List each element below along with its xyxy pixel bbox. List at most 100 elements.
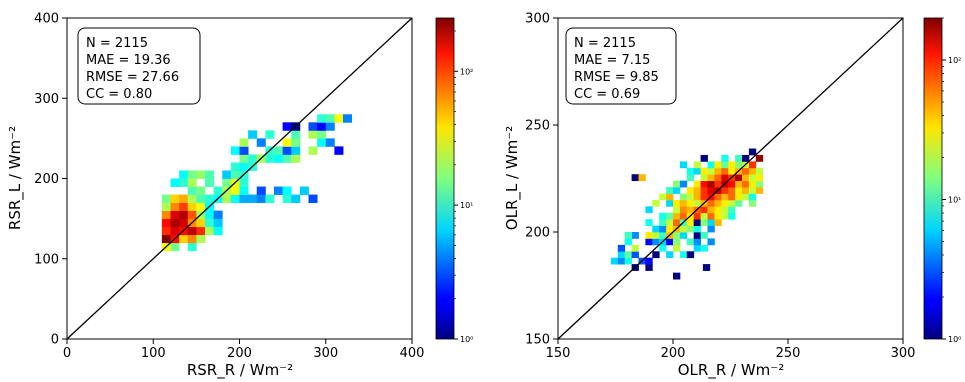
- rsr-cell: [282, 194, 292, 203]
- olr-colorbar-ticks: 10⁰ 10¹ 10²: [942, 17, 961, 344]
- rsr-cell: [239, 186, 249, 195]
- rsr-cell: [317, 122, 327, 131]
- olr-cell: [631, 174, 639, 182]
- rsr-cell: [265, 154, 275, 163]
- olr-cell: [693, 161, 701, 169]
- rsr-cell: [187, 210, 197, 220]
- rsr-stat-mae: MAE = 19.36: [86, 53, 171, 68]
- rsr-y-tick-label: 400: [34, 12, 59, 27]
- rsr-cell: [291, 130, 301, 139]
- rsr-identity-line: [66, 17, 413, 340]
- olr-y-tick-label: 150: [525, 333, 550, 348]
- olr-cell: [645, 232, 653, 239]
- olr-cell: [631, 232, 639, 239]
- olr-colorbar-tick-label: 10⁰: [948, 335, 961, 344]
- olr-cell: [673, 232, 681, 239]
- rsr-cell: [170, 178, 180, 187]
- olr-cell: [748, 180, 757, 188]
- rsr-cells: [161, 114, 353, 252]
- rsr-cell: [213, 218, 223, 228]
- olr-cell: [645, 219, 653, 226]
- olr-cell: [645, 238, 653, 246]
- rsr-x-tick-label: 400: [400, 346, 425, 361]
- rsr-cell: [213, 210, 223, 220]
- rsr-cell: [274, 186, 284, 195]
- rsr-x-ticks: 0 100 200 300 400: [63, 339, 425, 361]
- olr-cell: [686, 167, 695, 175]
- rsr-cell: [213, 226, 223, 236]
- rsr-cell: [205, 218, 215, 228]
- olr-cell: [693, 187, 701, 194]
- olr-y-axis-label: OLR_L / Wm⁻²: [503, 126, 522, 230]
- rsr-cell: [291, 194, 301, 203]
- rsr-cell: [179, 178, 189, 187]
- olr-cell: [686, 238, 695, 246]
- olr-cell: [686, 251, 695, 259]
- olr-cell: [707, 161, 715, 169]
- rsr-stat-rmse: RMSE = 27.66: [86, 70, 179, 85]
- olr-cell: [693, 193, 701, 201]
- olr-cell: [624, 251, 632, 259]
- rsr-cell: [170, 226, 180, 236]
- rsr-cell: [213, 186, 223, 195]
- olr-cell: [693, 238, 701, 246]
- olr-cell: [714, 161, 722, 169]
- olr-cell: [707, 174, 715, 182]
- rsr-x-tick-label: 200: [227, 346, 252, 361]
- rsr-y-ticks: 0 100 200 300 400: [34, 12, 67, 348]
- olr-cell: [645, 257, 653, 265]
- rsr-cell: [317, 114, 327, 123]
- olr-x-tick-label: 300: [891, 346, 916, 361]
- olr-cell: [659, 193, 667, 201]
- olr-cell: [707, 167, 715, 175]
- rsr-cell: [230, 146, 240, 155]
- olr-cell: [666, 238, 674, 246]
- olr-cell: [638, 174, 646, 182]
- olr-stat-mae: MAE = 7.15: [574, 53, 650, 68]
- rsr-cell: [196, 170, 206, 179]
- rsr-cell: [274, 146, 284, 155]
- olr-cell: [686, 219, 695, 226]
- olr-cell: [707, 238, 715, 246]
- olr-cell: [755, 174, 764, 182]
- rsr-cell: [334, 114, 344, 123]
- olr-cell: [735, 180, 743, 188]
- olr-cell: [659, 232, 667, 239]
- olr-cell: [721, 167, 729, 175]
- rsr-cell: [308, 130, 318, 139]
- olr-cell: [686, 193, 695, 201]
- olr-cell: [721, 206, 729, 214]
- olr-cell: [652, 232, 660, 239]
- olr-x-tick-label: 250: [776, 346, 801, 361]
- rsr-cell: [187, 234, 197, 244]
- rsr-y-tick-label: 100: [34, 252, 59, 267]
- olr-stat-cc: CC = 0.69: [574, 87, 640, 102]
- olr-cell: [742, 174, 750, 182]
- rsr-x-axis-label: RSR_R / Wm⁻²: [187, 361, 293, 380]
- olr-cell: [728, 180, 736, 188]
- olr-cell: [755, 180, 764, 188]
- olr-cell: [700, 244, 708, 252]
- rsr-cell: [170, 210, 180, 220]
- rsr-x-tick-label: 100: [141, 346, 166, 361]
- olr-cell: [721, 187, 729, 194]
- olr-cell: [748, 199, 757, 207]
- rsr-cell: [325, 122, 335, 131]
- olr-x-axis-label: OLR_R / Wm⁻²: [678, 361, 784, 380]
- rsr-cell: [170, 218, 180, 228]
- rsr-cell: [291, 138, 301, 147]
- rsr-cell: [161, 202, 171, 211]
- rsr-cell: [325, 114, 335, 123]
- olr-x-tick-label: 200: [661, 346, 686, 361]
- olr-cell: [693, 232, 701, 239]
- rsr-cell: [187, 202, 197, 211]
- rsr-cell: [282, 138, 292, 147]
- olr-cell: [659, 212, 667, 220]
- olr-cell: [721, 199, 729, 207]
- rsr-colorbar-tick-label: 10⁰: [460, 335, 473, 344]
- olr-cell: [700, 212, 708, 220]
- olr-cell: [700, 232, 708, 239]
- rsr-cell: [179, 202, 189, 211]
- olr-cell: [693, 180, 701, 188]
